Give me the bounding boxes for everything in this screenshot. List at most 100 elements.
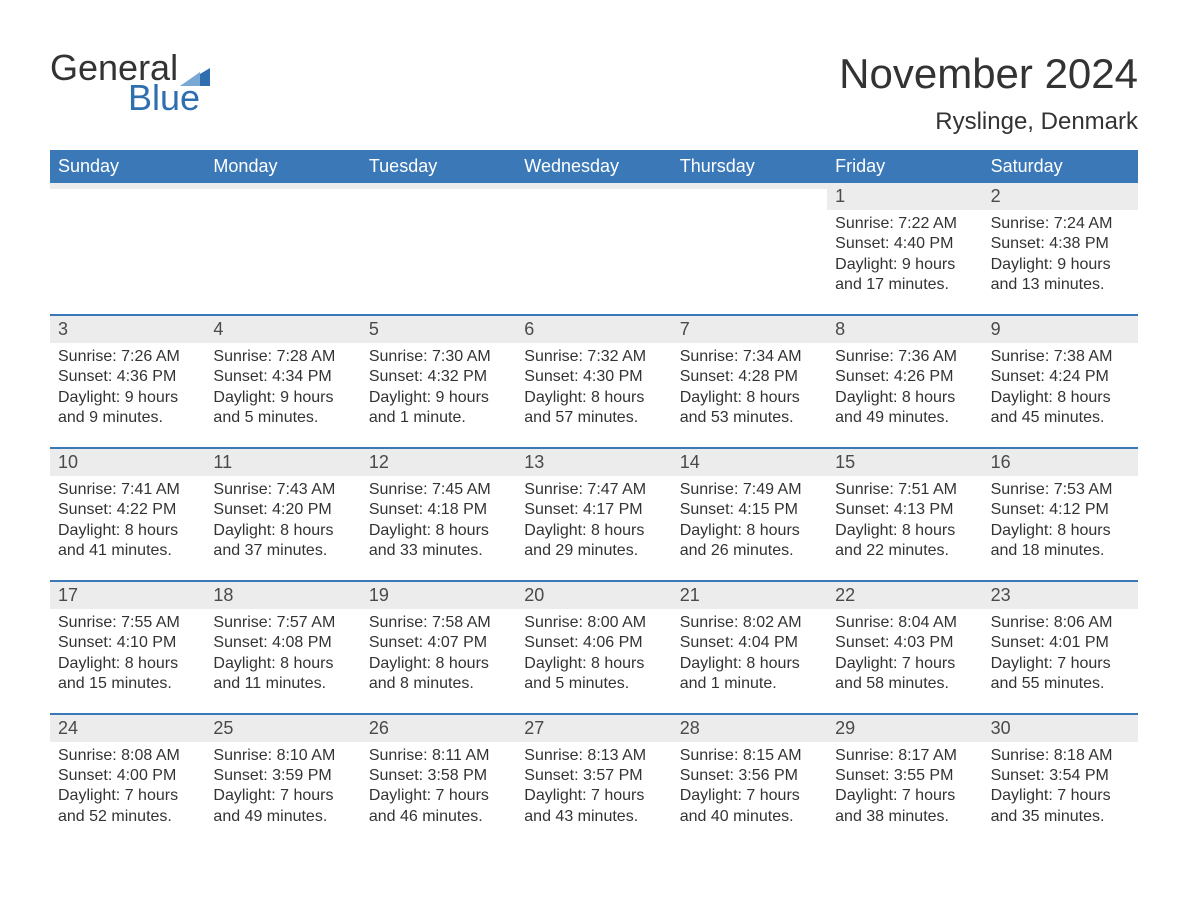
daylight-line-1: Daylight: 8 hours (524, 654, 663, 674)
daylight-line-1: Daylight: 7 hours (835, 786, 974, 806)
daylight-line-2: and 43 minutes. (524, 807, 663, 827)
daylight-line-1: Daylight: 8 hours (524, 521, 663, 541)
sunrise-line: Sunrise: 8:08 AM (58, 746, 197, 766)
sunset-line: Sunset: 4:10 PM (58, 633, 197, 653)
sunset-line: Sunset: 4:07 PM (369, 633, 508, 653)
day-details: Sunrise: 7:28 AMSunset: 4:34 PMDaylight:… (213, 347, 352, 429)
daylight-line-1: Daylight: 9 hours (991, 255, 1130, 275)
calendar-day: 2Sunrise: 7:24 AMSunset: 4:38 PMDaylight… (983, 183, 1138, 314)
day-number: 20 (524, 585, 544, 605)
sunrise-line: Sunrise: 7:53 AM (991, 480, 1130, 500)
day-number: 26 (369, 718, 389, 738)
day-of-week-header: Tuesday (361, 150, 516, 183)
sunrise-line: Sunrise: 7:22 AM (835, 214, 974, 234)
calendar-day: 19Sunrise: 7:58 AMSunset: 4:07 PMDayligh… (361, 582, 516, 713)
daylight-line-2: and 55 minutes. (991, 674, 1130, 694)
day-details: Sunrise: 7:47 AMSunset: 4:17 PMDaylight:… (524, 480, 663, 562)
sunset-line: Sunset: 4:00 PM (58, 766, 197, 786)
sunrise-line: Sunrise: 7:43 AM (213, 480, 352, 500)
calendar-day: 4 Sunrise: 7:28 AMSunset: 4:34 PMDaylight… (205, 316, 360, 447)
day-number: 8 (835, 319, 845, 339)
sunset-line: Sunset: 4:36 PM (58, 367, 197, 387)
daylight-line-2: and 45 minutes. (991, 408, 1130, 428)
daylight-line-2: and 40 minutes. (680, 807, 819, 827)
daylight-line-1: Daylight: 9 hours (58, 388, 197, 408)
day-number-bar: 18 (205, 582, 360, 609)
sunset-line: Sunset: 4:26 PM (835, 367, 974, 387)
calendar-day: 11Sunrise: 7:43 AMSunset: 4:20 PMDayligh… (205, 449, 360, 580)
day-number-bar: 14 (672, 449, 827, 476)
daylight-line-2: and 9 minutes. (58, 408, 197, 428)
day-number: 10 (58, 452, 78, 472)
daylight-line-1: Daylight: 8 hours (58, 521, 197, 541)
daylight-line-1: Daylight: 7 hours (369, 786, 508, 806)
day-number-bar: 21 (672, 582, 827, 609)
sunrise-line: Sunrise: 7:38 AM (991, 347, 1130, 367)
sunset-line: Sunset: 4:13 PM (835, 500, 974, 520)
daylight-line-1: Daylight: 9 hours (835, 255, 974, 275)
sunset-line: Sunset: 4:30 PM (524, 367, 663, 387)
daylight-line-1: Daylight: 7 hours (835, 654, 974, 674)
sunset-line: Sunset: 3:55 PM (835, 766, 974, 786)
day-number-bar: 29 (827, 715, 982, 742)
daylight-line-2: and 8 minutes. (369, 674, 508, 694)
calendar-day (361, 183, 516, 314)
daylight-line-1: Daylight: 7 hours (680, 786, 819, 806)
calendar-day: 21Sunrise: 8:02 AMSunset: 4:04 PMDayligh… (672, 582, 827, 713)
day-details: Sunrise: 8:17 AMSunset: 3:55 PMDaylight:… (835, 746, 974, 828)
day-number: 5 (369, 319, 379, 339)
day-number: 11 (213, 452, 232, 472)
day-number-bar: 2 (983, 183, 1138, 210)
day-number: 3 (58, 319, 68, 339)
day-number-bar: 28 (672, 715, 827, 742)
weeks-container: 1Sunrise: 7:22 AMSunset: 4:40 PMDaylight… (50, 183, 1138, 845)
sunrise-line: Sunrise: 7:58 AM (369, 613, 508, 633)
day-details: Sunrise: 7:53 AMSunset: 4:12 PMDaylight:… (991, 480, 1130, 562)
day-details: Sunrise: 7:34 AMSunset: 4:28 PMDaylight:… (680, 347, 819, 429)
daylight-line-1: Daylight: 8 hours (369, 521, 508, 541)
daylight-line-1: Daylight: 7 hours (991, 786, 1130, 806)
calendar-day: 13Sunrise: 7:47 AMSunset: 4:17 PMDayligh… (516, 449, 671, 580)
day-of-week-header: Monday (205, 150, 360, 183)
daylight-line-2: and 49 minutes. (213, 807, 352, 827)
day-number-bar: 12 (361, 449, 516, 476)
day-details: Sunrise: 8:10 AMSunset: 3:59 PMDaylight:… (213, 746, 352, 828)
day-number: 4 (213, 319, 223, 339)
daylight-line-1: Daylight: 8 hours (991, 521, 1130, 541)
day-number: 18 (213, 585, 233, 605)
day-details: Sunrise: 7:22 AMSunset: 4:40 PMDaylight:… (835, 214, 974, 296)
daylight-line-2: and 49 minutes. (835, 408, 974, 428)
day-number: 24 (58, 718, 78, 738)
day-number: 21 (680, 585, 700, 605)
daylight-line-2: and 11 minutes. (213, 674, 352, 694)
daylight-line-2: and 15 minutes. (58, 674, 197, 694)
day-number-bar: 8 (827, 316, 982, 343)
location-label: Ryslinge, Denmark (839, 108, 1138, 136)
calendar-day: 24Sunrise: 8:08 AMSunset: 4:00 PMDayligh… (50, 715, 205, 846)
calendar-day: 22Sunrise: 8:04 AMSunset: 4:03 PMDayligh… (827, 582, 982, 713)
sunrise-line: Sunrise: 7:32 AM (524, 347, 663, 367)
day-number-bar: 10 (50, 449, 205, 476)
calendar-day: 9Sunrise: 7:38 AMSunset: 4:24 PMDaylight… (983, 316, 1138, 447)
calendar-day: 14Sunrise: 7:49 AMSunset: 4:15 PMDayligh… (672, 449, 827, 580)
sunrise-line: Sunrise: 8:00 AM (524, 613, 663, 633)
calendar-day: 8Sunrise: 7:36 AMSunset: 4:26 PMDaylight… (827, 316, 982, 447)
calendar-day (672, 183, 827, 314)
daylight-line-1: Daylight: 7 hours (991, 654, 1130, 674)
calendar-day: 30Sunrise: 8:18 AMSunset: 3:54 PMDayligh… (983, 715, 1138, 846)
daylight-line-2: and 29 minutes. (524, 541, 663, 561)
day-number: 23 (991, 585, 1011, 605)
daylight-line-2: and 35 minutes. (991, 807, 1130, 827)
day-number-bar: 27 (516, 715, 671, 742)
day-number: 19 (369, 585, 389, 605)
sunrise-line: Sunrise: 7:49 AM (680, 480, 819, 500)
day-details: Sunrise: 8:11 AMSunset: 3:58 PMDaylight:… (369, 746, 508, 828)
day-number-bar: 5 (361, 316, 516, 343)
calendar-day: 6Sunrise: 7:32 AMSunset: 4:30 PMDaylight… (516, 316, 671, 447)
calendar-day: 29 Sunrise: 8:17 AMSunset: 3:55 PMDayligh… (827, 715, 982, 846)
day-details: Sunrise: 7:30 AMSunset: 4:32 PMDaylight:… (369, 347, 508, 429)
sunset-line: Sunset: 4:34 PM (213, 367, 352, 387)
daylight-line-1: Daylight: 8 hours (680, 521, 819, 541)
day-number: 6 (524, 319, 534, 339)
calendar-day (516, 183, 671, 314)
